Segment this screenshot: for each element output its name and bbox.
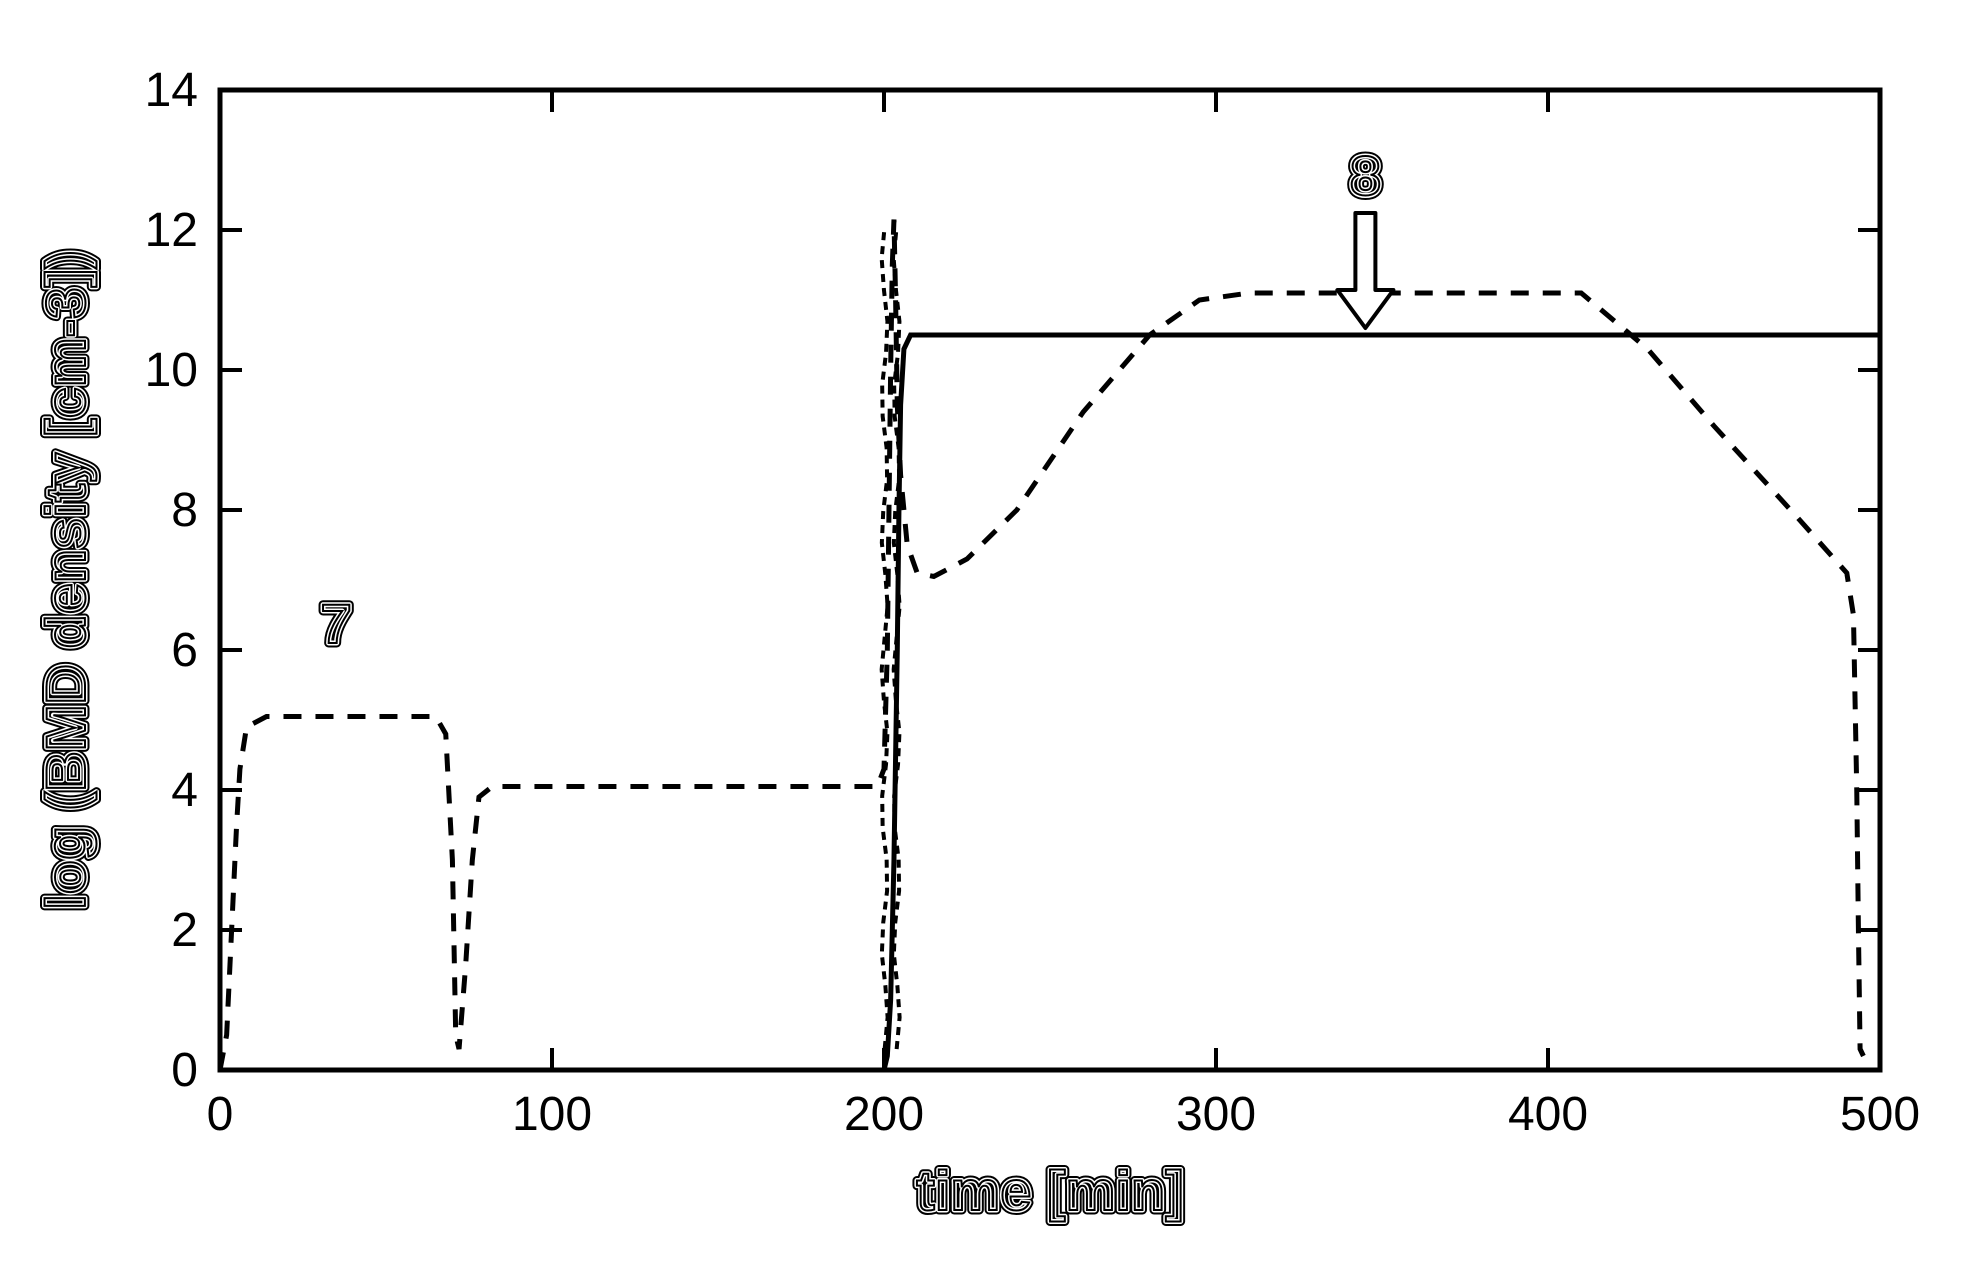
y-tick-label: 0 [171,1044,198,1097]
y-tick-label: 6 [171,624,198,677]
y-tick-label: 12 [145,204,198,257]
y-tick-label: 8 [171,484,198,537]
chart-svg: 0 100 200 300 400 500 0 2 4 6 8 10 12 14 time [min]tim… [0,0,1967,1264]
svg-text:log (BMD density [cm-3]): log (BMD density [cm-3]) [34,250,97,910]
svg-text:7: 7 [321,592,352,655]
y-tick-label: 2 [171,904,198,957]
svg-text:8: 8 [1350,144,1381,207]
y-tick-label: 10 [145,344,198,397]
annotation-8: 888 [1350,144,1381,207]
x-tick-label: 100 [512,1088,592,1141]
x-tick-label: 400 [1508,1088,1588,1141]
x-tick-label: 200 [844,1088,924,1141]
x-tick-label: 0 [207,1088,234,1141]
annotation-7: 777 [321,592,352,655]
y-axis-title: log (BMD density [cm-3])log (BMD density… [34,250,97,910]
x-axis-title: time [min]time [min]time [min] [916,1159,1184,1222]
y-tick-label: 4 [171,764,198,817]
svg-text:time [min]: time [min] [916,1159,1184,1222]
chart-container: 0 100 200 300 400 500 0 2 4 6 8 10 12 14 time [min]tim… [0,0,1967,1264]
x-tick-label: 500 [1840,1088,1920,1141]
y-tick-label: 14 [145,64,198,117]
x-tick-label: 300 [1176,1088,1256,1141]
